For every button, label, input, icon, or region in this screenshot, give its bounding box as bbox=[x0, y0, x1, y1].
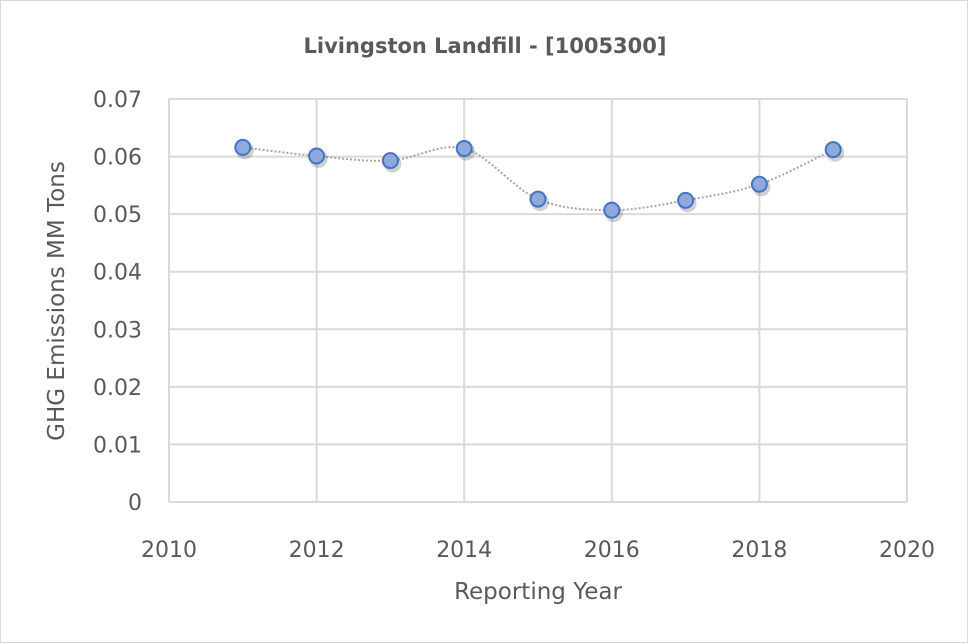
x-tick-label: 2018 bbox=[731, 538, 787, 563]
tick-labels: 0 0.01 0.02 0.03 0.04 0.05 0.06 0.07 2010 2012 201… bbox=[93, 88, 935, 563]
y-tick-label: 0.04 bbox=[93, 261, 142, 286]
grid bbox=[168, 98, 908, 503]
chart-title: Livingston Landfill - [1005300] bbox=[304, 34, 667, 58]
data-point bbox=[455, 140, 473, 158]
data-point bbox=[529, 190, 547, 208]
y-tick-label: 0.03 bbox=[93, 318, 142, 343]
x-tick-label: 2010 bbox=[141, 538, 197, 563]
x-tick-label: 2020 bbox=[879, 538, 935, 563]
y-tick-label: 0.02 bbox=[93, 376, 142, 401]
x-tick-label: 2016 bbox=[584, 538, 640, 563]
data-point bbox=[603, 201, 621, 219]
y-tick-label: 0.05 bbox=[93, 203, 142, 228]
data-point bbox=[677, 191, 695, 209]
x-tick-label: 2012 bbox=[289, 538, 345, 563]
y-tick-label: 0 bbox=[128, 491, 142, 516]
y-tick-label: 0.01 bbox=[93, 433, 142, 458]
x-axis-label: Reporting Year bbox=[454, 579, 622, 605]
data-point bbox=[381, 152, 399, 170]
y-tick-label: 0.07 bbox=[93, 88, 142, 113]
y-axis-label: GHG Emissions MM Tons bbox=[44, 161, 70, 441]
data-point bbox=[308, 147, 326, 165]
y-tick-label: 0.06 bbox=[93, 146, 142, 171]
data-point bbox=[750, 175, 768, 193]
data-point bbox=[234, 138, 252, 156]
data-point bbox=[824, 141, 842, 159]
data-points bbox=[234, 138, 845, 223]
x-tick-label: 2014 bbox=[436, 538, 492, 563]
